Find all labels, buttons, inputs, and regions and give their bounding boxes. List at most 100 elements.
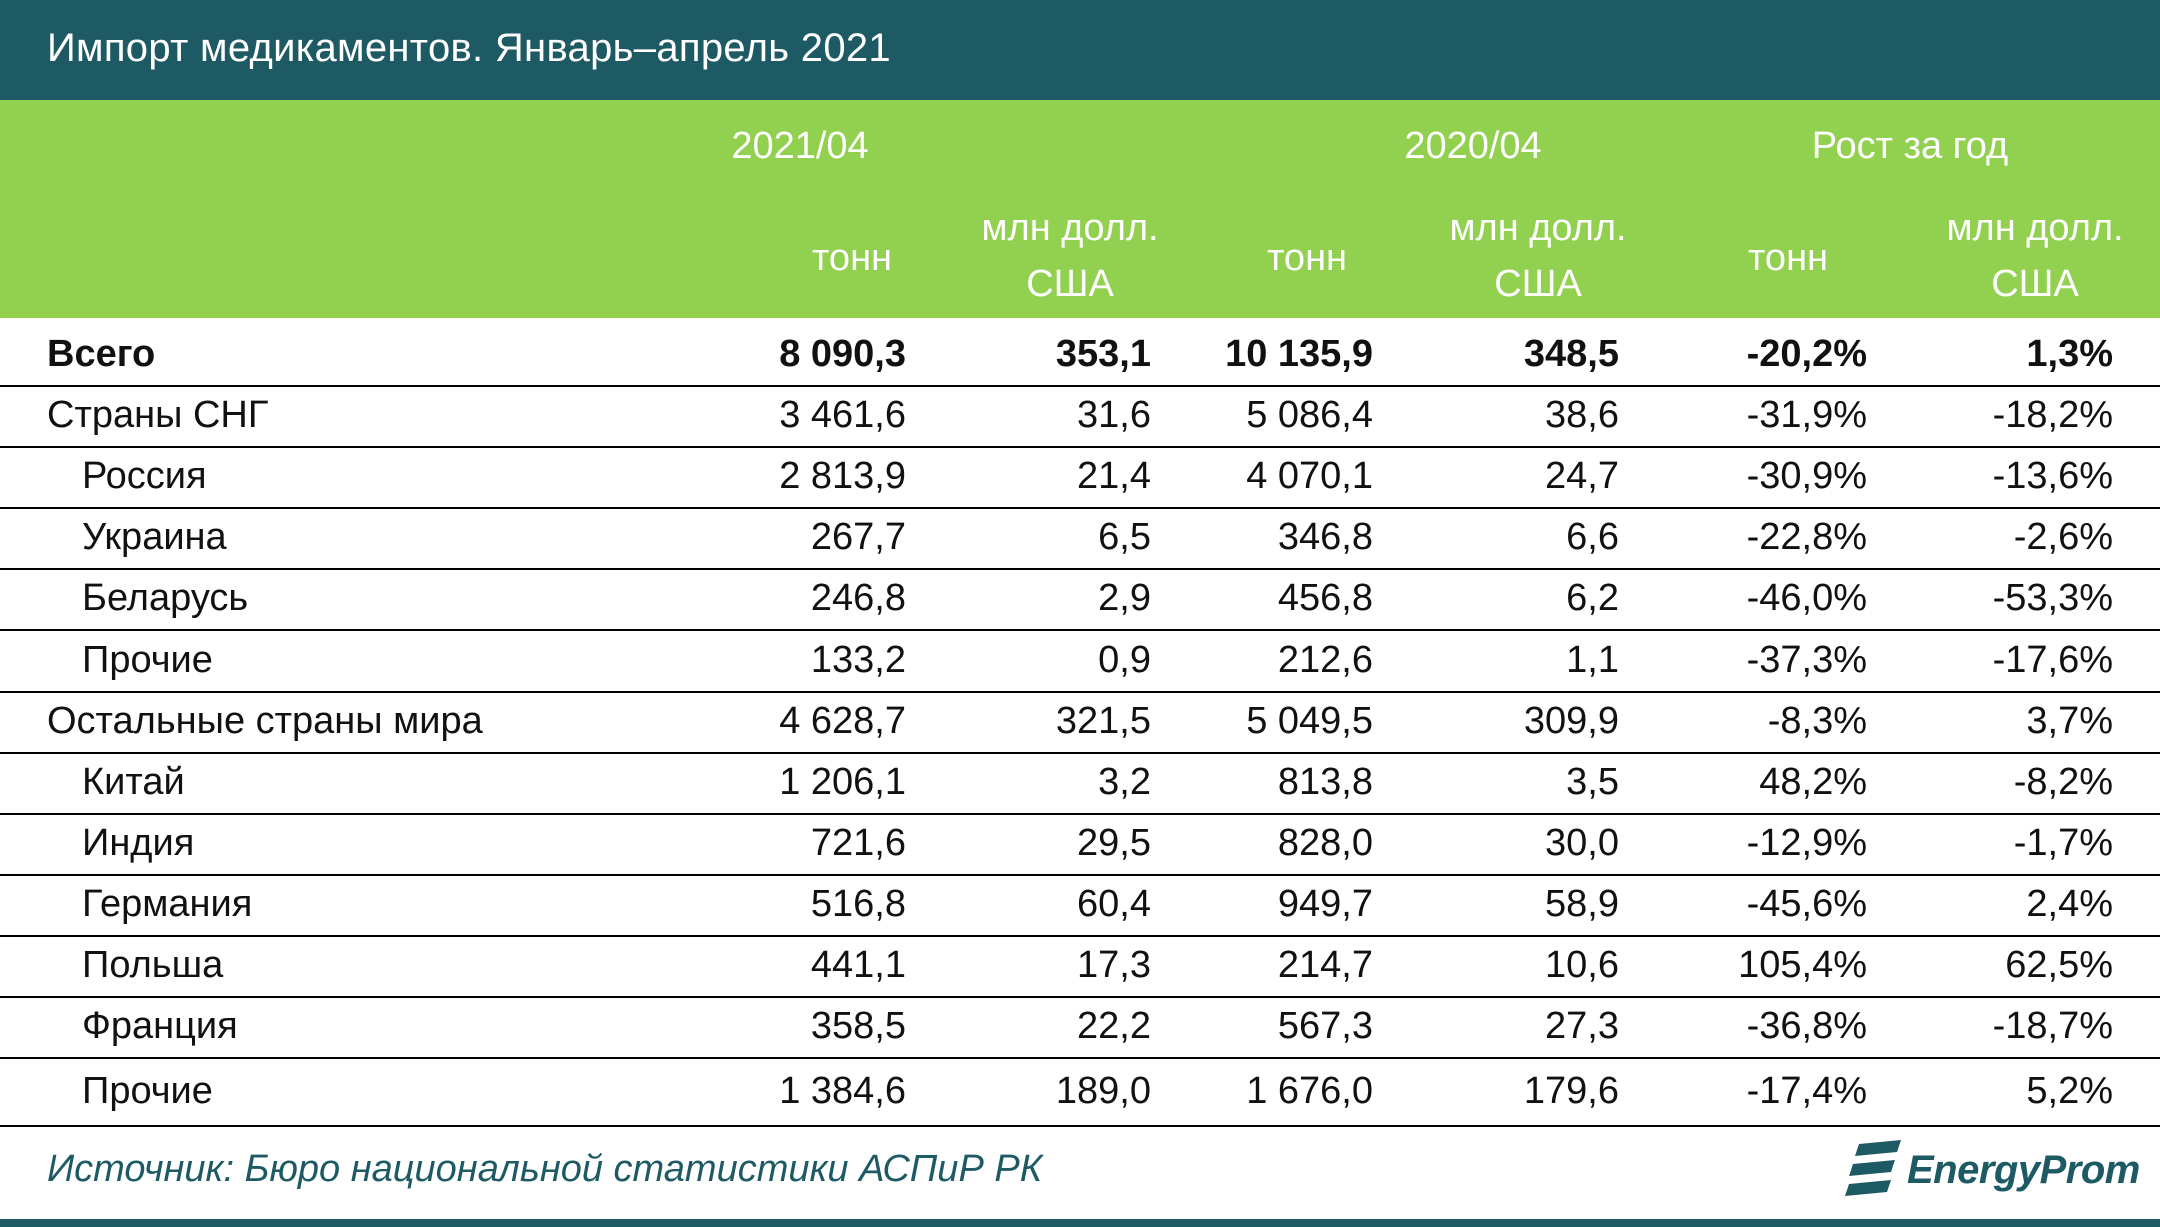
cell-value: 4 070,1 <box>1246 455 1373 497</box>
cell-value: 10,6 <box>1545 944 1619 986</box>
table-row: Франция 358,5 22,2 567,3 27,3 -36,8% -18,7% <box>0 996 2160 1059</box>
cell-value: 27,3 <box>1545 1005 1619 1047</box>
row-label: Россия <box>82 455 207 497</box>
cell-value: 5 086,4 <box>1246 394 1373 436</box>
cell-value: -36,8% <box>1746 1005 1867 1047</box>
cell-value: -17,6% <box>1992 639 2113 681</box>
table-row: Беларусь 246,8 2,9 456,8 6,2 -46,0% -53,3% <box>0 568 2160 631</box>
cell-value: 1 206,1 <box>779 761 906 803</box>
row-label: Всего <box>47 333 156 375</box>
table-row: Прочие 1 384,6 189,0 1 676,0 179,6 -17,4% 5,2% <box>0 1057 2160 1127</box>
logo-text: EnergyProm <box>1907 1148 2140 1192</box>
cell-value: -22,8% <box>1746 516 1867 558</box>
unit-header-growth-usd: млн долл. США <box>1946 207 2124 305</box>
cell-value: -2,6% <box>2013 516 2113 558</box>
cell-value: 353,1 <box>1055 333 1151 375</box>
cell-value: 2 813,9 <box>779 455 906 497</box>
cell-value: 4 628,7 <box>779 700 906 742</box>
cell-value: 456,8 <box>1277 577 1373 619</box>
table-row: Страны СНГ 3 461,6 31,6 5 086,4 38,6 -31,9% -1… <box>0 385 2160 448</box>
row-label: Германия <box>82 883 253 925</box>
cell-value: 38,6 <box>1545 394 1619 436</box>
cell-value: -53,3% <box>1992 577 2113 619</box>
cell-value: -20,2% <box>1746 333 1867 375</box>
cell-value: -45,6% <box>1746 883 1867 925</box>
table-title: Импорт медикаментов. Январь–апрель 2021 <box>47 26 891 70</box>
table-row: Китай 1 206,1 3,2 813,8 3,5 48,2% -8,2% <box>0 752 2160 815</box>
row-label: Польша <box>82 944 224 986</box>
cell-value: -37,3% <box>1746 639 1867 681</box>
cell-value: 6,2 <box>1566 577 1619 619</box>
cell-value: 21,4 <box>1077 455 1151 497</box>
cell-value: 348,5 <box>1523 333 1619 375</box>
unit-header-2021-usd: млн долл. США <box>981 207 1159 305</box>
cell-value: 309,9 <box>1523 700 1619 742</box>
table-row: Индия 721,6 29,5 828,0 30,0 -12,9% -1,7% <box>0 813 2160 876</box>
cell-value: 346,8 <box>1277 516 1373 558</box>
cell-value: -13,6% <box>1992 455 2113 497</box>
cell-value: 246,8 <box>810 577 906 619</box>
cell-value: -31,9% <box>1746 394 1867 436</box>
cell-value: 5 049,5 <box>1246 700 1373 742</box>
source-note: Источник: Бюро национальной статистики А… <box>47 1148 1043 1190</box>
cell-value: 516,8 <box>810 883 906 925</box>
cell-value: 721,6 <box>810 822 906 864</box>
row-label: Страны СНГ <box>47 394 269 436</box>
cell-value: 179,6 <box>1523 1070 1619 1112</box>
bottom-bar <box>0 1219 2160 1227</box>
cell-value: 813,8 <box>1277 761 1373 803</box>
cell-value: 48,2% <box>1759 761 1867 803</box>
cell-value: 8 090,3 <box>779 333 906 375</box>
cell-value: 1 384,6 <box>779 1070 906 1112</box>
cell-value: -30,9% <box>1746 455 1867 497</box>
cell-value: 3,2 <box>1098 761 1151 803</box>
cell-value: 828,0 <box>1277 822 1373 864</box>
table-row: Всего 8 090,3 353,1 10 135,9 348,5 -20,2% 1,3% <box>0 324 2160 387</box>
cell-value: 949,7 <box>1277 883 1373 925</box>
cell-value: 31,6 <box>1077 394 1151 436</box>
cell-value: 3,7% <box>2026 700 2113 742</box>
cell-value: 133,2 <box>810 639 906 681</box>
table-row: Германия 516,8 60,4 949,7 58,9 -45,6% 2,4% <box>0 874 2160 937</box>
row-label: Китай <box>82 761 185 803</box>
cell-value: -18,2% <box>1992 394 2113 436</box>
cell-value: -8,2% <box>2013 761 2113 803</box>
group-header-growth: Рост за год <box>1811 125 2009 167</box>
cell-value: 6,5 <box>1098 516 1151 558</box>
table-row: Россия 2 813,9 21,4 4 070,1 24,7 -30,9% -13,6% <box>0 446 2160 509</box>
cell-value: 6,6 <box>1566 516 1619 558</box>
cell-value: 29,5 <box>1077 822 1151 864</box>
cell-value: -8,3% <box>1767 700 1867 742</box>
cell-value: 214,7 <box>1277 944 1373 986</box>
energyprom-logo-icon <box>1845 1140 1901 1196</box>
row-label: Прочие <box>82 1070 213 1112</box>
cell-value: 3 461,6 <box>779 394 906 436</box>
cell-value: -12,9% <box>1746 822 1867 864</box>
row-label: Беларусь <box>82 577 249 619</box>
table-header <box>0 100 2160 318</box>
cell-value: 212,6 <box>1277 639 1373 681</box>
table-row: Прочие 133,2 0,9 212,6 1,1 -37,3% -17,6% <box>0 630 2160 693</box>
cell-value: 10 135,9 <box>1225 333 1373 375</box>
cell-value: -17,4% <box>1746 1070 1867 1112</box>
energyprom-logo: EnergyProm <box>1845 1138 2145 1204</box>
title-bar: Импорт медикаментов. Январь–апрель 2021 <box>0 0 2160 100</box>
cell-value: -46,0% <box>1746 577 1867 619</box>
cell-value: 3,5 <box>1566 761 1619 803</box>
unit-header-2021-tons: тонн <box>811 237 893 279</box>
cell-value: 62,5% <box>2005 944 2113 986</box>
unit-header-2020-usd: млн долл. США <box>1449 207 1627 305</box>
cell-value: 60,4 <box>1077 883 1151 925</box>
cell-value: 30,0 <box>1545 822 1619 864</box>
row-label: Остальные страны мира <box>47 700 483 742</box>
group-header-2020: 2020/04 <box>1404 125 1542 167</box>
cell-value: -1,7% <box>2013 822 2113 864</box>
cell-value: 22,2 <box>1077 1005 1151 1047</box>
group-header-2021: 2021/04 <box>731 125 869 167</box>
cell-value: 267,7 <box>810 516 906 558</box>
cell-value: 1,3% <box>2026 333 2113 375</box>
cell-value: 24,7 <box>1545 455 1619 497</box>
cell-value: 1 676,0 <box>1246 1070 1373 1112</box>
cell-value: 321,5 <box>1055 700 1151 742</box>
table-row: Украина 267,7 6,5 346,8 6,6 -22,8% -2,6% <box>0 507 2160 570</box>
